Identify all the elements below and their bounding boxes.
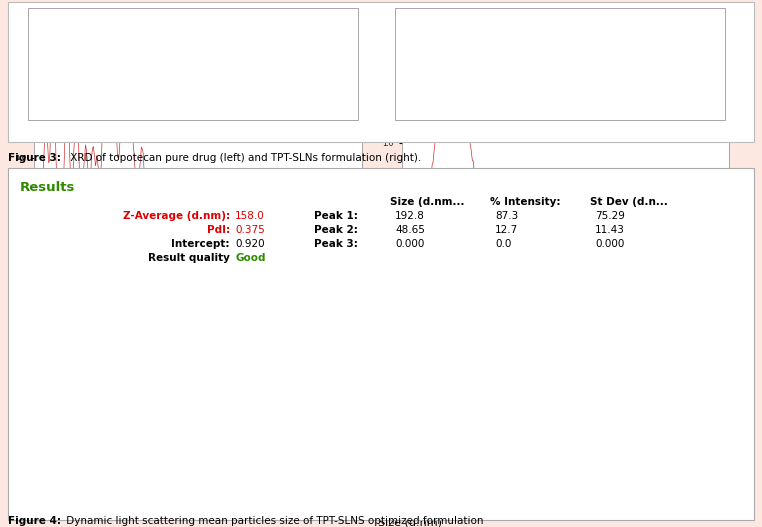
Text: 0.0: 0.0	[495, 239, 511, 249]
Text: Z-Average (d.nm):: Z-Average (d.nm):	[123, 211, 230, 221]
Y-axis label: Intensity (Percent): Intensity (Percent)	[50, 337, 59, 440]
Text: Peak 3:: Peak 3:	[314, 239, 358, 249]
Text: Position (°2Theta) (Copper (Cu)): Position (°2Theta) (Copper (Cu))	[515, 240, 616, 246]
Text: Figure 3:: Figure 3:	[8, 153, 61, 163]
FancyBboxPatch shape	[8, 2, 754, 142]
Text: 87.3: 87.3	[495, 211, 518, 221]
Text: 192.8: 192.8	[395, 211, 425, 221]
Text: 11.43: 11.43	[595, 225, 625, 235]
Text: XRD of topotecan pure drug (left) and TPT-SLNs formulation (right).: XRD of topotecan pure drug (left) and TP…	[67, 153, 421, 163]
Text: Peak 2:: Peak 2:	[314, 225, 358, 235]
Text: 158.0: 158.0	[235, 211, 264, 221]
X-axis label: Size (d.nm): Size (d.nm)	[378, 518, 441, 527]
Text: Size (d.nm...: Size (d.nm...	[390, 197, 465, 207]
FancyBboxPatch shape	[395, 8, 725, 120]
Text: Peak 1:: Peak 1:	[314, 211, 358, 221]
Text: 0.000: 0.000	[595, 239, 624, 249]
Text: PdI:: PdI:	[207, 225, 230, 235]
Title: Size Distribution by Intensity: Size Distribution by Intensity	[324, 270, 495, 284]
Text: 12.7: 12.7	[495, 225, 518, 235]
Text: Figure 4:: Figure 4:	[8, 516, 61, 526]
Text: 0.920: 0.920	[235, 239, 264, 249]
Text: 75.29: 75.29	[595, 211, 625, 221]
FancyBboxPatch shape	[8, 168, 754, 520]
Text: % Intensity:: % Intensity:	[490, 197, 561, 207]
Text: 48.65: 48.65	[395, 225, 425, 235]
Text: 0.000: 0.000	[395, 239, 424, 249]
Text: St Dev (d.n...: St Dev (d.n...	[590, 197, 668, 207]
Text: Good: Good	[235, 253, 265, 263]
FancyBboxPatch shape	[28, 8, 358, 120]
Text: Dynamic light scattering mean particles size of TPT-SLNS optimized formulation: Dynamic light scattering mean particles …	[63, 516, 484, 526]
Text: Position (°2Theta) (Copper (Cu)): Position (°2Theta) (Copper (Cu))	[148, 240, 248, 246]
Text: Results: Results	[20, 181, 75, 194]
Text: Intercept:: Intercept:	[171, 239, 230, 249]
Text: Result quality: Result quality	[148, 253, 230, 263]
Text: 0.375: 0.375	[235, 225, 264, 235]
